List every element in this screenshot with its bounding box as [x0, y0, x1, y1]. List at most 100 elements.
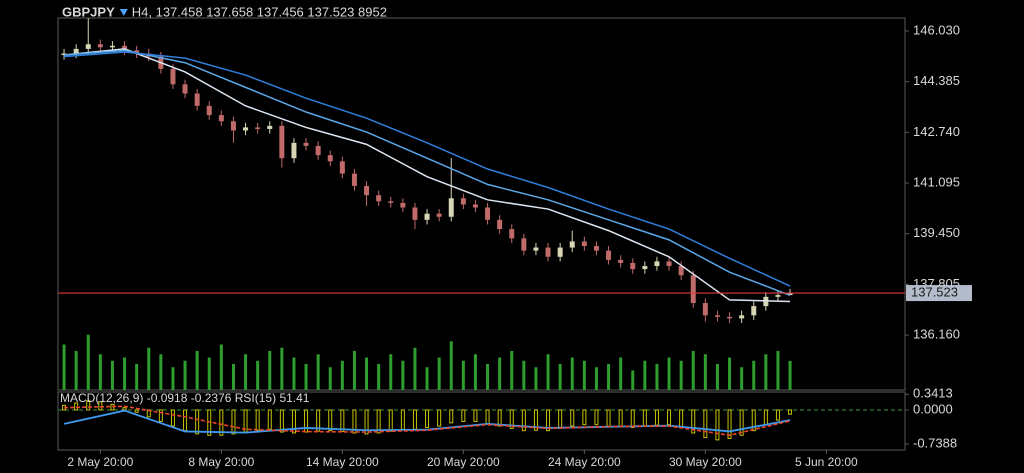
y-tick-label: 0.3413: [913, 386, 953, 401]
volume-bar: [316, 354, 320, 390]
candle-body: [557, 247, 563, 257]
volume-bar: [195, 351, 199, 390]
macd-bar: [376, 409, 381, 434]
candle-body: [654, 261, 660, 267]
candle-body: [182, 84, 188, 94]
volume-bar: [328, 367, 332, 390]
macd-bar: [400, 409, 405, 430]
candle-body: [388, 201, 394, 203]
current-price-label: 137.523: [911, 284, 958, 299]
x-tick-label: 5 Jun 20:00: [795, 455, 858, 469]
candle-body: [448, 198, 454, 217]
volume-bar: [752, 360, 756, 390]
volume-bar: [570, 357, 574, 390]
candle-body: [727, 316, 733, 319]
volume-bar: [365, 357, 369, 390]
price-layer: [58, 18, 909, 454]
volume-bar: [546, 354, 550, 390]
text-layer: GBPJPY H4, 137.458 137.658 137.456 137.5…: [60, 4, 972, 469]
volume-bar: [522, 360, 526, 390]
volume-bar: [159, 354, 163, 390]
volume-bar: [377, 364, 381, 390]
candle-body: [497, 219, 503, 230]
volume-bar: [776, 351, 780, 390]
y-tick-label: 0.0000: [913, 401, 953, 416]
macd-bar: [170, 409, 175, 427]
volume-bar: [340, 360, 344, 390]
candle-body: [618, 259, 624, 263]
candle-body: [194, 93, 200, 106]
candle-body: [424, 213, 430, 220]
candle-body: [339, 161, 345, 174]
candle-body: [267, 125, 273, 129]
macd-bar: [412, 409, 417, 430]
volume-bar: [171, 367, 175, 390]
volume-bar: [413, 347, 417, 390]
macd-bar: [679, 409, 684, 428]
macd-bar: [304, 409, 309, 433]
macd-bar: [364, 409, 369, 435]
macd-bar: [86, 400, 91, 411]
volume-bar: [425, 367, 429, 390]
candle-body: [109, 45, 115, 48]
symbol: GBPJPY: [62, 4, 115, 19]
moving-average: [63, 49, 791, 297]
volume-bar: [437, 357, 441, 390]
macd-bar: [485, 409, 490, 425]
candle-body: [206, 105, 212, 116]
candle-body: [714, 315, 720, 317]
macd-bar: [667, 409, 672, 426]
macd-bar: [642, 409, 647, 428]
volume-bar: [86, 334, 90, 390]
macd-bar: [388, 409, 393, 432]
price-panel: [57, 17, 906, 391]
candle-body: [739, 315, 745, 319]
volume-bar: [764, 354, 768, 390]
macd-bar: [158, 409, 163, 422]
x-tick-label: 30 May 20:00: [669, 455, 742, 469]
dropdown-icon[interactable]: [119, 9, 128, 16]
volume-bar: [74, 351, 78, 390]
macd-bar: [255, 409, 260, 432]
volume-bar: [135, 364, 139, 390]
volume-bar: [728, 357, 732, 390]
volume-bar: [510, 351, 514, 390]
candle-body: [472, 204, 478, 208]
volume-bar: [62, 344, 66, 390]
macd-bar: [461, 409, 466, 422]
candle-body: [593, 246, 599, 251]
volume-bar: [461, 360, 465, 390]
macd-bar: [437, 409, 442, 427]
macd-bar: [497, 409, 502, 427]
macd-bar: [207, 409, 212, 436]
macd-bar: [751, 409, 756, 432]
x-tick-label: 2 May 20:00: [67, 455, 133, 469]
macd-bar: [509, 409, 514, 429]
rsi-line: [63, 409, 791, 434]
macd-bar: [691, 409, 696, 434]
macd-bar: [654, 409, 659, 426]
macd-bar: [473, 409, 478, 422]
indicator-panel: [57, 391, 906, 451]
macd-bar: [98, 401, 103, 411]
candle-body: [243, 127, 249, 131]
macd-bar: [425, 409, 430, 428]
candle-body: [751, 306, 757, 316]
volume-bar: [594, 367, 598, 390]
x-tick-label: 20 May 20:00: [427, 455, 500, 469]
moving-average: [63, 48, 791, 303]
macd-bar: [546, 409, 551, 432]
volume-bar: [558, 364, 562, 390]
volume-bar: [631, 370, 635, 390]
macd-bar: [582, 409, 587, 426]
macd-bar: [316, 409, 321, 432]
volume-bar: [268, 351, 272, 390]
volume-bar: [619, 357, 623, 390]
macd-bar: [352, 409, 357, 434]
candle-body: [327, 155, 333, 162]
macd-bar: [449, 409, 454, 424]
candle-body: [412, 207, 418, 220]
macd-bar: [291, 409, 296, 434]
volume-bar: [473, 354, 477, 390]
